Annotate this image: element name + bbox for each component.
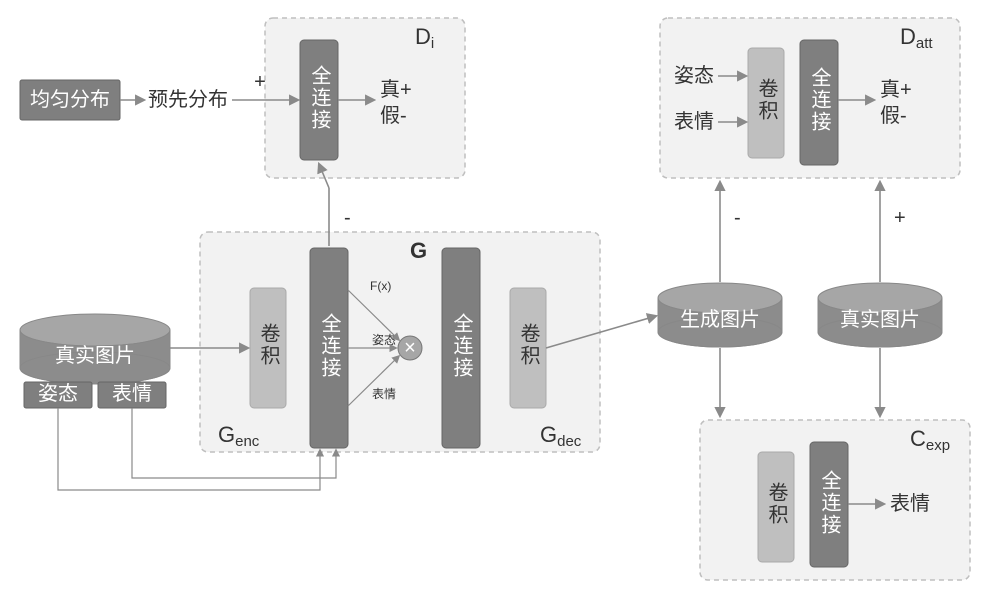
panel-di: Di 全连接	[265, 18, 465, 178]
genc-label: G	[218, 422, 235, 447]
minus-genc-di: -	[344, 207, 351, 229]
di-fake: 假-	[380, 104, 407, 127]
datt-fc-label: 全连接	[808, 67, 831, 133]
g-fx: F(x)	[370, 279, 391, 293]
datt-real: 真+	[880, 78, 912, 101]
datt-pose: 姿态	[674, 64, 714, 87]
g-fc2-label: 全连接	[450, 313, 473, 379]
di-label: D	[415, 24, 431, 49]
datt-label: D	[900, 24, 916, 49]
gen-image-disk: 生成图片	[658, 283, 782, 347]
real-img-left-pose: 姿态	[38, 382, 78, 405]
gdec-sub: dec	[557, 433, 582, 450]
panel-cexp: Cexp 卷积 全连接 表情	[700, 420, 970, 580]
datt-conv-label: 卷积	[755, 78, 778, 122]
cexp-sub: exp	[926, 437, 950, 454]
di-sub: i	[431, 35, 434, 52]
di-real: 真+	[380, 78, 412, 101]
panel-datt: Datt 卷积 全连接 姿态 表情 真+ 假-	[660, 18, 960, 178]
g-expr: 表情	[372, 387, 396, 401]
g-conv1-label: 卷积	[257, 323, 280, 367]
prior-label: 预先分布	[148, 88, 228, 111]
minus-gen-datt: -	[734, 207, 741, 229]
plus-top: +	[254, 71, 266, 93]
real-image-right-label: 真实图片	[840, 308, 920, 331]
g-merge-x: ×	[404, 337, 416, 359]
gen-image-label: 生成图片	[680, 308, 760, 331]
uniform-label: 均匀分布	[30, 88, 110, 111]
g-conv2-label: 卷积	[517, 323, 540, 367]
datt-sub: att	[916, 35, 934, 52]
real-image-right: 真实图片	[818, 283, 942, 347]
datt-fake: 假-	[880, 104, 907, 127]
panel-g: G Genc Gdec 卷积 全连接 × 全连接 卷积 F(x) 姿态 表情	[200, 232, 600, 452]
uniform-dist-box: 均匀分布	[20, 80, 120, 120]
diagram-root: Di 全连接 均匀分布 预先分布 + 真+ 假- G Genc Gdec 卷积 …	[0, 0, 1000, 606]
cexp-label: C	[910, 426, 926, 451]
g-fc1-label: 全连接	[318, 313, 341, 379]
real-img-left-expr: 表情	[112, 382, 152, 405]
datt-expr: 表情	[674, 110, 714, 133]
real-image-left: 真实图片 姿态 表情	[20, 314, 170, 408]
genc-sub: enc	[235, 433, 260, 450]
di-fc-label: 全连接	[308, 65, 331, 131]
cexp-out: 表情	[890, 492, 930, 515]
plus-real-datt: +	[894, 207, 906, 229]
gdec-label: G	[540, 422, 557, 447]
g-label: G	[410, 238, 427, 263]
real-img-left-label: 真实图片	[55, 344, 135, 367]
cexp-conv-label: 卷积	[765, 482, 788, 526]
cexp-fc-label: 全连接	[818, 470, 841, 536]
g-pose: 姿态	[372, 333, 396, 347]
